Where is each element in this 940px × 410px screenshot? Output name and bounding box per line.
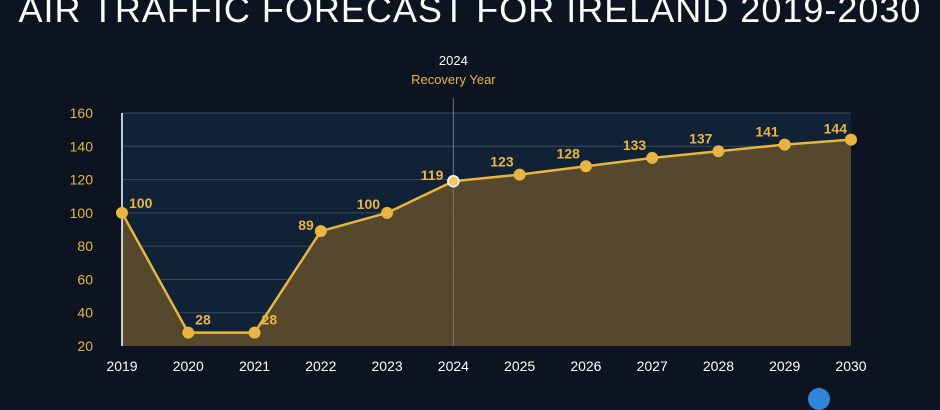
data-label: 141: [755, 124, 779, 140]
data-label: 144: [824, 121, 848, 137]
annotation-text: Recovery Year: [411, 72, 496, 87]
data-point: [646, 151, 659, 164]
globe-icon: [808, 388, 830, 410]
data-label: 28: [262, 312, 278, 328]
x-tick-labels: 2019 2020 2021 2022 2023 2024 2025 2026 2027 2028…: [106, 358, 866, 374]
x-tick-label: 2021: [239, 358, 270, 374]
x-tick-label: 2025: [504, 358, 535, 374]
y-tick-label: 80: [77, 238, 93, 254]
x-tick-label: 2028: [703, 358, 734, 374]
data-label: 137: [689, 130, 713, 146]
y-tick-label: 160: [70, 105, 94, 121]
x-tick-label: 2019: [106, 358, 137, 374]
data-point: [314, 225, 327, 238]
data-label: 123: [490, 154, 514, 170]
data-label: 28: [195, 312, 211, 328]
data-points: [116, 133, 857, 339]
data-point: [845, 133, 857, 146]
data-point: [248, 326, 261, 339]
data-point: [116, 206, 128, 219]
data-label: 100: [357, 196, 381, 212]
annotation: 2024 Recovery Year: [411, 53, 496, 346]
y-tick-label: 20: [77, 338, 93, 354]
series-line: [120, 138, 852, 334]
x-tick-label: 2024: [438, 358, 469, 374]
y-tick-label: 120: [70, 172, 94, 188]
x-tick-label: 2020: [173, 358, 204, 374]
x-tick-label: 2023: [372, 358, 403, 374]
data-labels: 100 28 28 89 100 119 123 128 133 137 141 144: [129, 121, 847, 328]
y-tick-label: 140: [70, 138, 94, 154]
data-point: [712, 145, 725, 158]
x-tick-label: 2026: [570, 358, 601, 374]
data-point: [579, 160, 592, 173]
annotation-year: 2024: [439, 53, 468, 68]
x-tick-label: 2027: [637, 358, 668, 374]
chart: AIR TRAFFIC FORECAST FOR IRELAND 2019-20…: [19, 0, 922, 374]
y-tick-label: 100: [70, 205, 94, 221]
data-label: 100: [129, 195, 153, 211]
data-label: 119: [421, 167, 444, 183]
y-tick-labels: 20 40 60 80 100 120 140 160: [70, 105, 94, 354]
x-tick-label: 2022: [305, 358, 336, 374]
data-point: [182, 326, 195, 339]
data-point: [513, 168, 526, 181]
x-tick-label: 2029: [769, 358, 800, 374]
series-area: [122, 139, 851, 346]
chart-title: AIR TRAFFIC FORECAST FOR IRELAND 2019-20…: [19, 0, 922, 30]
data-label: 128: [557, 145, 581, 161]
y-tick-label: 60: [77, 271, 93, 287]
data-point: [778, 138, 791, 151]
data-label: 89: [298, 217, 314, 233]
x-tick-label: 2030: [835, 358, 866, 374]
data-point: [447, 174, 460, 188]
y-tick-label: 40: [77, 305, 93, 321]
data-label: 133: [623, 137, 647, 153]
data-point: [381, 206, 394, 219]
